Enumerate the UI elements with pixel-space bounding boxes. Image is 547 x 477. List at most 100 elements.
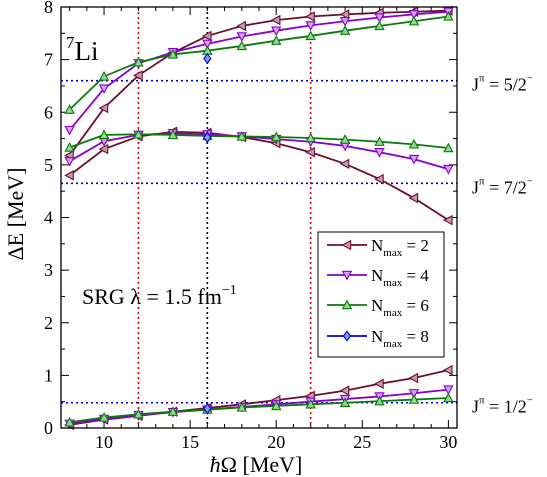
data-point <box>443 385 454 396</box>
j-label: Jπ = 5/2− <box>472 73 533 95</box>
data-point <box>305 147 315 158</box>
y-tick-label: 6 <box>44 102 53 122</box>
data-point <box>408 389 420 399</box>
legend-label: Nmax = 2 <box>371 236 429 259</box>
y-tick-label: 1 <box>44 365 53 385</box>
data-point <box>408 154 420 165</box>
data-point <box>408 192 419 204</box>
data-point <box>408 394 420 404</box>
data-point <box>443 11 454 21</box>
data-point <box>270 400 282 411</box>
data-point <box>374 20 385 31</box>
data-point <box>339 17 351 27</box>
data-point <box>133 70 143 81</box>
series-line <box>68 15 449 111</box>
series-line <box>69 132 449 170</box>
data-point <box>203 402 212 415</box>
data-point <box>133 408 144 419</box>
series-line <box>69 130 449 221</box>
data-point <box>374 136 385 146</box>
j-labels: Jπ = 5/2− Jπ = 7/2− Jπ = 1/2− <box>472 73 533 417</box>
data-point <box>374 378 384 390</box>
data-point <box>98 71 110 81</box>
j-label: Jπ = 7/2− <box>472 175 533 197</box>
series-nmax-8 <box>203 52 212 415</box>
x-tick-label: 30 <box>439 432 457 452</box>
nucleus-label: 7Li <box>66 33 99 66</box>
series-line <box>69 388 449 425</box>
legend-label: Nmax = 8 <box>371 327 429 350</box>
data-point <box>236 402 248 412</box>
series-nmax-2 <box>64 5 453 431</box>
data-point <box>270 35 282 45</box>
data-point <box>443 142 454 153</box>
data-point <box>133 128 144 139</box>
data-point <box>305 132 316 143</box>
data-point <box>443 164 454 175</box>
data-point <box>98 412 110 422</box>
legend-label: Nmax = 6 <box>371 296 429 319</box>
data-point <box>98 129 110 140</box>
data-point <box>339 9 350 20</box>
y-tick-label: 4 <box>44 208 53 228</box>
data-point <box>408 15 420 26</box>
x-tick-label: 15 <box>181 432 199 452</box>
data-point <box>339 158 350 170</box>
legend-marker <box>341 270 353 281</box>
legend: Nmax = 2 Nmax = 4 Nmax = 6 Nmax = 8 <box>317 231 445 358</box>
j-label: Jπ = 1/2− <box>472 395 533 417</box>
data-point <box>167 129 179 140</box>
data-point <box>339 134 351 144</box>
data-point <box>202 39 213 50</box>
data-point <box>98 102 109 114</box>
x-tick-label: 25 <box>353 432 371 452</box>
data-point <box>305 21 316 31</box>
data-point <box>64 156 75 167</box>
data-point <box>64 104 75 114</box>
data-point <box>374 395 385 406</box>
data-point <box>305 30 316 41</box>
data-point <box>64 125 75 136</box>
data-point <box>339 385 350 396</box>
legend-marker <box>342 330 352 342</box>
data-point <box>270 131 282 142</box>
y-tick-label: 2 <box>44 313 53 333</box>
data-point <box>98 84 110 95</box>
x-tick-label: 10 <box>95 432 113 452</box>
data-point <box>305 11 315 22</box>
data-point <box>64 142 75 152</box>
data-point <box>236 32 248 42</box>
legend-label: Nmax = 4 <box>371 266 429 289</box>
data-point <box>203 52 212 65</box>
series-line <box>68 9 449 156</box>
y-tick-label: 5 <box>44 155 53 175</box>
data-point <box>442 214 453 226</box>
y-tick-label: 7 <box>44 50 53 70</box>
data-point <box>270 26 282 37</box>
data-point <box>270 14 281 26</box>
series-nmax-4 <box>64 7 454 430</box>
legend-marker <box>341 239 352 251</box>
data-point <box>374 173 384 185</box>
y-tick-label: 0 <box>44 418 53 438</box>
series-nmax-6 <box>64 11 454 427</box>
y-axis-label: ΔE [MeV] <box>3 168 28 261</box>
x-axis-label: ħΩ [MeV] <box>210 452 303 477</box>
y-axis-ticks: 0 1 2 3 4 5 6 7 8 <box>44 0 457 438</box>
data-point <box>203 131 212 144</box>
data-point <box>374 13 385 23</box>
srg-label: SRG λ = 1.5 fm−1 <box>82 283 237 309</box>
legend-marker <box>341 299 353 310</box>
data-series <box>64 5 454 431</box>
y-tick-label: 3 <box>44 260 53 280</box>
x-axis-ticks: 10 15 20 25 30 <box>69 7 457 452</box>
data-point <box>442 364 453 376</box>
data-point <box>305 398 316 409</box>
series-line <box>68 10 449 131</box>
data-point <box>443 392 454 403</box>
series-line <box>69 397 449 424</box>
series-line <box>69 133 449 149</box>
data-point <box>64 170 74 181</box>
data-point <box>408 10 420 20</box>
data-point <box>64 416 75 427</box>
